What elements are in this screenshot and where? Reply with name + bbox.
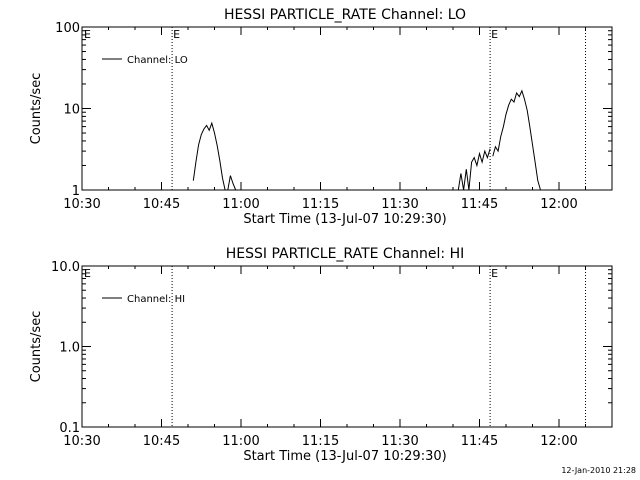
y-tick-label: 10 bbox=[63, 103, 80, 118]
x-tick-label: 11:00 bbox=[222, 434, 259, 449]
x-tick-label: 11:15 bbox=[302, 197, 339, 212]
x-axis-label: Start Time (13-Jul-07 10:29:30) bbox=[243, 212, 446, 227]
x-tick-label: 10:30 bbox=[63, 434, 100, 449]
y-tick-label: 1.0 bbox=[59, 341, 80, 356]
event-marker-label: E bbox=[173, 28, 180, 41]
edge-label: E bbox=[84, 267, 91, 280]
x-tick-label: 10:45 bbox=[143, 197, 180, 212]
x-tick-label: 11:45 bbox=[461, 197, 498, 212]
event-marker-label: E bbox=[491, 267, 498, 280]
y-tick-label: 10.0 bbox=[51, 260, 80, 275]
x-tick-label: 11:30 bbox=[381, 434, 418, 449]
legend-entry: Channel: HI bbox=[127, 294, 185, 305]
y-axis-label: Counts/sec bbox=[29, 311, 44, 383]
panel-1: HESSI PARTICLE_RATE Channel: LO 10:30 10:4… bbox=[29, 7, 613, 227]
chart-title: HESSI PARTICLE_RATE Channel: HI bbox=[226, 246, 464, 262]
panel-2: HESSI PARTICLE_RATE Channel: HI 10:30 10:4… bbox=[29, 246, 613, 464]
y-axis-label: Counts/sec bbox=[29, 73, 44, 145]
series-line bbox=[192, 121, 226, 191]
x-tick-label: 10:30 bbox=[63, 197, 100, 212]
series-line bbox=[457, 148, 491, 191]
x-axis-label: Start Time (13-Jul-07 10:29:30) bbox=[243, 449, 446, 464]
event-marker-label: E bbox=[491, 28, 498, 41]
y-tick-label: 0.1 bbox=[59, 421, 80, 436]
plot-frame bbox=[81, 26, 613, 191]
x-tick-label: 12:00 bbox=[540, 434, 577, 449]
x-tick-label: 10:45 bbox=[143, 434, 180, 449]
legend-entry: Channel: LO bbox=[127, 55, 188, 66]
series-line bbox=[492, 89, 541, 191]
edge-label: E bbox=[84, 28, 91, 41]
chart-title: HESSI PARTICLE_RATE Channel: LO bbox=[224, 7, 466, 23]
y-tick-label: 100 bbox=[55, 21, 80, 36]
x-tick-label: 12:00 bbox=[540, 197, 577, 212]
x-tick-label: 11:00 bbox=[222, 197, 259, 212]
x-tick-label: 11:30 bbox=[381, 197, 418, 212]
y-tick-label: 1 bbox=[72, 184, 80, 199]
series-line bbox=[227, 175, 237, 191]
plot-frame bbox=[81, 265, 613, 428]
footer-timestamp: 12-Jan-2010 21:28 bbox=[561, 466, 636, 475]
x-tick-label: 11:45 bbox=[461, 434, 498, 449]
x-tick-label: 11:15 bbox=[302, 434, 339, 449]
